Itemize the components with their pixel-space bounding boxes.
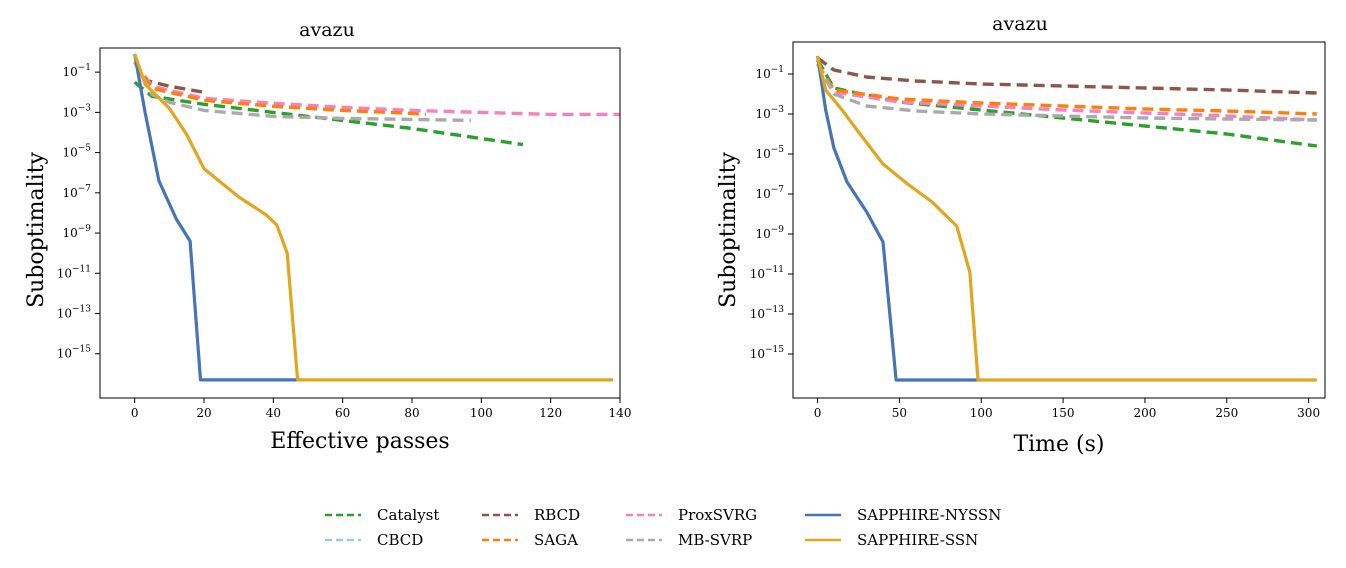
series-line-rbcd	[816, 56, 1317, 95]
legend-label: RBCD	[534, 506, 580, 524]
y-tick-label: 10−13	[57, 305, 92, 321]
series-line-sapphire-ssn	[816, 55, 1317, 382]
series-line-sapphire-ssn	[133, 53, 614, 382]
legend-label: MB-SVRP	[678, 531, 752, 549]
x-tick-label: 300	[1297, 406, 1320, 420]
y-tick-label: 10−1	[62, 63, 91, 79]
x-tick-label: 100	[470, 406, 493, 420]
y-tick-label: 10−3	[755, 105, 784, 121]
y-axis-label: Suboptimality	[24, 152, 49, 308]
y-tick-label: 10−11	[750, 265, 784, 281]
legend-label: CBCD	[377, 531, 423, 549]
x-tick-label: 100	[970, 406, 993, 420]
x-tick-label: 80	[404, 406, 419, 420]
x-tick-label: 60	[335, 406, 350, 420]
plot-frame	[99, 47, 621, 399]
series-line-catalyst	[816, 59, 1318, 148]
series-line-proxsvrg	[816, 63, 1317, 122]
y-tick-label: 10−5	[62, 144, 91, 160]
x-tick-label: 250	[1215, 406, 1238, 420]
x-tick-label: 140	[609, 406, 632, 420]
legend-label: SAGA	[534, 531, 578, 549]
legend-label: Catalyst	[377, 506, 439, 524]
y-tick-label: 10−7	[755, 185, 784, 201]
y-tick-label: 10−15	[57, 345, 92, 361]
y-tick-label: 10−5	[755, 145, 784, 161]
x-tick-label: 20	[196, 406, 211, 420]
chart-time: avazu Time (s) Suboptimality 0 50 100 150 20…	[716, 13, 1326, 457]
legend-label: SAPPHIRE-NYSSN	[857, 506, 1001, 524]
chart-title: avazu	[299, 19, 355, 41]
legend: Catalyst CBCD RBCD SAGA ProxSVRG MB-SVRP SAPPH…	[325, 506, 1001, 549]
y-tick-label: 10−11	[57, 264, 91, 280]
x-tick-label: 150	[1052, 406, 1075, 420]
chart-effective-passes: avazu Effective passes Suboptimality 0 20…	[24, 19, 631, 454]
x-tick-label: 40	[266, 406, 281, 420]
y-tick-label: 10−15	[750, 345, 785, 361]
legend-label: ProxSVRG	[678, 506, 757, 524]
legend-label: SAPPHIRE-SSN	[857, 531, 978, 549]
x-axis-label: Effective passes	[270, 429, 449, 454]
y-axis-label: Suboptimality	[716, 152, 741, 308]
series-line-sapphire-nyssn	[133, 53, 298, 382]
x-tick-label: 200	[1133, 406, 1156, 420]
x-tick-label: 50	[892, 406, 907, 420]
y-tick-label: 10−1	[755, 65, 784, 81]
chart-title: avazu	[992, 13, 1048, 35]
series-line-saga	[133, 61, 427, 117]
x-axis-label: Time (s)	[1013, 432, 1104, 457]
series-line-proxsvrg	[133, 61, 620, 117]
y-tick-label: 10−7	[62, 184, 91, 200]
x-tick-label: 0	[814, 406, 822, 420]
plot-frame	[792, 41, 1326, 399]
x-tick-label: 0	[131, 406, 139, 420]
x-tick-label: 120	[539, 406, 562, 420]
series-line-sapphire-nyssn	[816, 55, 982, 382]
y-tick-label: 10−3	[62, 103, 91, 119]
y-tick-label: 10−9	[755, 225, 784, 241]
series-line-saga	[816, 63, 1317, 116]
y-tick-label: 10−9	[62, 224, 91, 240]
y-tick-label: 10−13	[750, 305, 785, 321]
